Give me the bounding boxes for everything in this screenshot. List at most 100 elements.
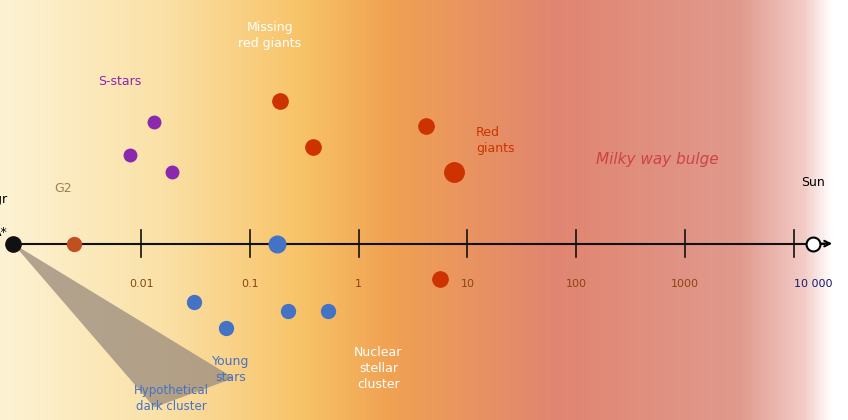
Bar: [411, 0, 413, 420]
Bar: [210, 0, 212, 420]
Bar: [42, 0, 44, 420]
Bar: [254, 0, 256, 420]
Bar: [312, 0, 314, 420]
Bar: [697, 0, 698, 420]
Bar: [834, 0, 835, 420]
Bar: [602, 0, 604, 420]
Bar: [647, 0, 649, 420]
Bar: [485, 0, 486, 420]
Bar: [806, 0, 807, 420]
Bar: [500, 0, 502, 420]
Bar: [287, 0, 288, 420]
Bar: [380, 0, 382, 420]
Bar: [116, 0, 117, 420]
Bar: [362, 0, 363, 420]
Bar: [687, 0, 689, 420]
Bar: [171, 0, 172, 420]
Bar: [13, 0, 14, 420]
Bar: [762, 0, 763, 420]
Bar: [731, 0, 732, 420]
Bar: [808, 0, 810, 420]
Bar: [738, 0, 739, 420]
Text: Young
stars: Young stars: [212, 355, 249, 384]
Bar: [3, 0, 4, 420]
Text: 1000: 1000: [671, 279, 699, 289]
Bar: [723, 0, 725, 420]
Bar: [44, 0, 45, 420]
Text: 0.01: 0.01: [129, 279, 153, 289]
Bar: [170, 0, 171, 420]
Bar: [102, 0, 103, 420]
Bar: [123, 0, 125, 420]
Bar: [30, 0, 31, 420]
Bar: [394, 0, 396, 420]
Bar: [749, 0, 750, 420]
Bar: [736, 0, 738, 420]
Bar: [79, 0, 81, 420]
Bar: [780, 0, 782, 420]
Bar: [219, 0, 220, 420]
Bar: [253, 0, 254, 420]
Bar: [770, 0, 772, 420]
Bar: [527, 0, 528, 420]
Bar: [134, 0, 136, 420]
Bar: [382, 0, 383, 420]
Bar: [420, 0, 421, 420]
Bar: [653, 0, 655, 420]
Bar: [715, 0, 717, 420]
Bar: [346, 0, 348, 420]
Bar: [252, 0, 253, 420]
Bar: [422, 0, 424, 420]
Bar: [541, 0, 543, 420]
Bar: [506, 0, 507, 420]
Bar: [174, 0, 176, 420]
Bar: [483, 0, 485, 420]
Bar: [644, 0, 646, 420]
Bar: [744, 0, 745, 420]
Bar: [522, 0, 523, 420]
Bar: [623, 0, 625, 420]
Bar: [560, 0, 561, 420]
Bar: [354, 0, 356, 420]
Bar: [783, 0, 784, 420]
Bar: [739, 0, 740, 420]
Bar: [220, 0, 222, 420]
Bar: [284, 0, 286, 420]
Bar: [192, 0, 193, 420]
Bar: [732, 0, 734, 420]
Bar: [57, 0, 58, 420]
Bar: [655, 0, 656, 420]
Bar: [295, 0, 297, 420]
Bar: [369, 0, 371, 420]
Bar: [150, 0, 151, 420]
Bar: [634, 0, 636, 420]
Bar: [547, 0, 549, 420]
Bar: [833, 0, 834, 420]
Bar: [99, 0, 100, 420]
Bar: [728, 0, 729, 420]
Bar: [774, 0, 776, 420]
Bar: [96, 0, 98, 420]
Bar: [534, 0, 536, 420]
Bar: [604, 0, 605, 420]
Bar: [550, 0, 551, 420]
Bar: [572, 0, 574, 420]
Bar: [277, 0, 278, 420]
Bar: [148, 0, 150, 420]
Bar: [530, 0, 532, 420]
Bar: [643, 0, 644, 420]
Bar: [725, 0, 727, 420]
Bar: [399, 0, 400, 420]
Bar: [844, 0, 845, 420]
Bar: [824, 0, 825, 420]
Bar: [244, 0, 246, 420]
Bar: [114, 0, 116, 420]
Bar: [282, 0, 284, 420]
Bar: [365, 0, 366, 420]
Bar: [683, 0, 684, 420]
Bar: [503, 0, 505, 420]
Bar: [58, 0, 59, 420]
Bar: [735, 0, 736, 420]
Bar: [343, 0, 345, 420]
Bar: [626, 0, 628, 420]
